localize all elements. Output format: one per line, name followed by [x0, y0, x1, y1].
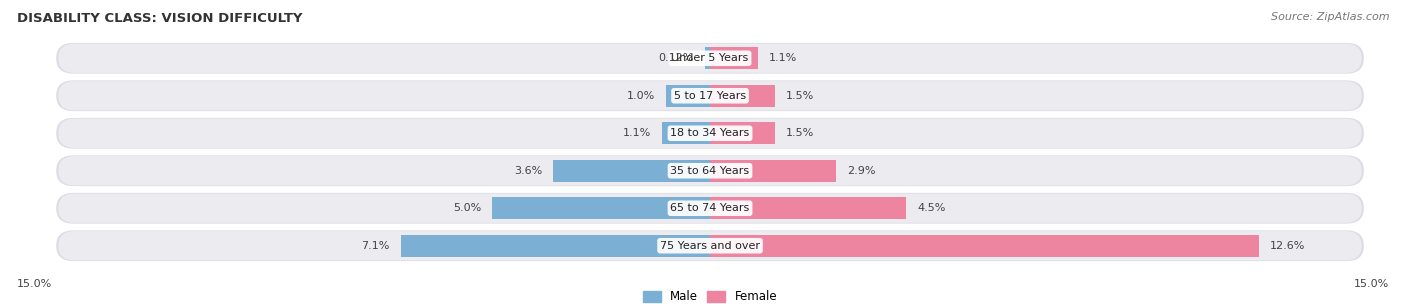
Text: 1.1%: 1.1% — [623, 128, 651, 138]
Bar — [401, 235, 710, 257]
Text: 1.5%: 1.5% — [786, 128, 814, 138]
Bar — [710, 123, 776, 144]
Bar — [666, 85, 710, 107]
FancyBboxPatch shape — [59, 44, 1361, 73]
Bar — [662, 123, 710, 144]
Text: 75 Years and over: 75 Years and over — [659, 241, 761, 251]
FancyBboxPatch shape — [56, 155, 1364, 186]
Text: 15.0%: 15.0% — [1354, 279, 1389, 289]
Bar — [710, 160, 837, 181]
Text: 3.6%: 3.6% — [515, 166, 543, 176]
Text: 35 to 64 Years: 35 to 64 Years — [671, 166, 749, 176]
Bar — [704, 47, 710, 69]
Text: 4.5%: 4.5% — [917, 203, 945, 213]
FancyBboxPatch shape — [59, 119, 1361, 148]
FancyBboxPatch shape — [56, 43, 1364, 74]
Text: 65 to 74 Years: 65 to 74 Years — [671, 203, 749, 213]
FancyBboxPatch shape — [59, 194, 1361, 223]
FancyBboxPatch shape — [59, 231, 1361, 260]
Text: Under 5 Years: Under 5 Years — [672, 53, 748, 63]
Text: 0.12%: 0.12% — [658, 53, 695, 63]
Text: 1.1%: 1.1% — [769, 53, 797, 63]
Text: 12.6%: 12.6% — [1270, 241, 1306, 251]
Bar — [710, 197, 905, 219]
Bar — [492, 197, 710, 219]
Bar — [553, 160, 710, 181]
Text: 1.5%: 1.5% — [786, 91, 814, 101]
FancyBboxPatch shape — [56, 80, 1364, 111]
FancyBboxPatch shape — [56, 230, 1364, 261]
Text: Source: ZipAtlas.com: Source: ZipAtlas.com — [1271, 12, 1389, 22]
Text: DISABILITY CLASS: VISION DIFFICULTY: DISABILITY CLASS: VISION DIFFICULTY — [17, 12, 302, 25]
FancyBboxPatch shape — [56, 118, 1364, 149]
Bar — [710, 235, 1260, 257]
Text: 15.0%: 15.0% — [17, 279, 52, 289]
Text: 18 to 34 Years: 18 to 34 Years — [671, 128, 749, 138]
Text: 2.9%: 2.9% — [848, 166, 876, 176]
Bar — [710, 85, 776, 107]
Legend: Male, Female: Male, Female — [638, 286, 782, 304]
Bar — [710, 47, 758, 69]
FancyBboxPatch shape — [59, 81, 1361, 110]
Text: 1.0%: 1.0% — [627, 91, 655, 101]
FancyBboxPatch shape — [56, 193, 1364, 224]
Text: 7.1%: 7.1% — [361, 241, 389, 251]
Text: 5 to 17 Years: 5 to 17 Years — [673, 91, 747, 101]
Text: 5.0%: 5.0% — [453, 203, 481, 213]
FancyBboxPatch shape — [59, 156, 1361, 185]
